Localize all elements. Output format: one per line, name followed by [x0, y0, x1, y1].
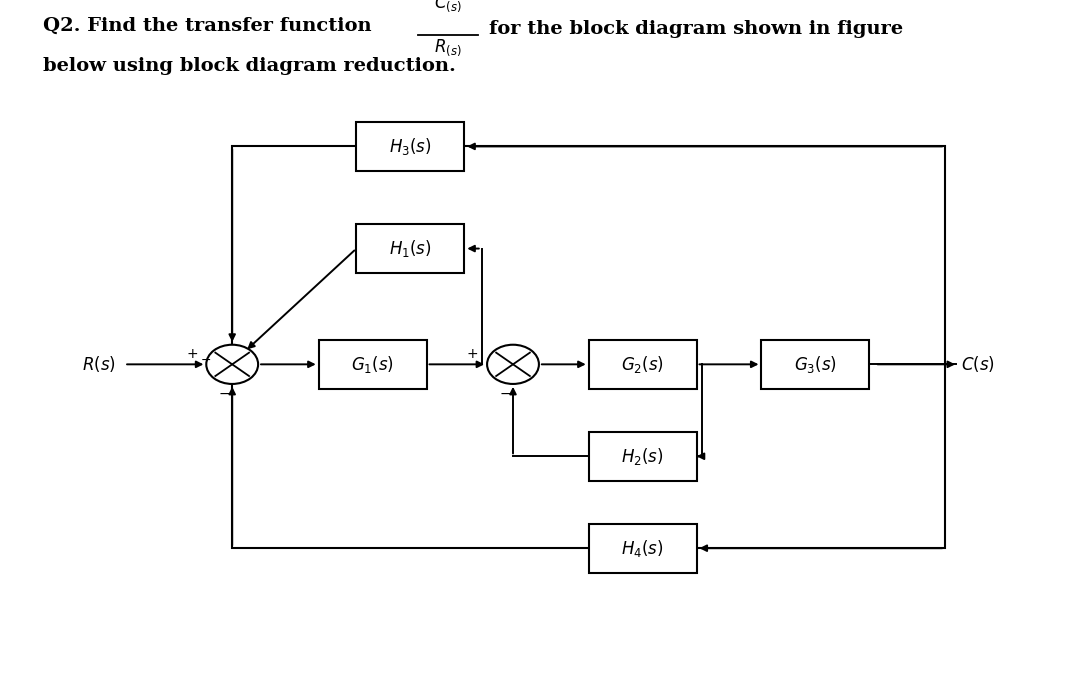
FancyBboxPatch shape	[589, 524, 697, 573]
FancyBboxPatch shape	[356, 122, 464, 171]
Text: $H_1(s)$: $H_1(s)$	[389, 238, 432, 259]
Text: Q2. Find the transfer function: Q2. Find the transfer function	[43, 17, 372, 35]
Text: $-$: $-$	[218, 386, 230, 400]
Text: $R_{(s)}$: $R_{(s)}$	[434, 37, 462, 58]
Ellipse shape	[487, 345, 539, 384]
Text: $G_3(s)$: $G_3(s)$	[794, 354, 837, 375]
Ellipse shape	[206, 345, 258, 384]
Text: $G_2(s)$: $G_2(s)$	[621, 354, 664, 375]
Text: $C(s)$: $C(s)$	[961, 354, 995, 375]
Text: $H_3(s)$: $H_3(s)$	[389, 136, 432, 157]
Text: $-$: $-$	[200, 353, 212, 366]
FancyBboxPatch shape	[589, 432, 697, 481]
Text: $C_{(s)}$: $C_{(s)}$	[434, 0, 462, 14]
Text: $H_2(s)$: $H_2(s)$	[621, 446, 664, 466]
FancyBboxPatch shape	[761, 340, 869, 389]
Text: below using block diagram reduction.: below using block diagram reduction.	[43, 57, 456, 74]
Text: $G_1(s)$: $G_1(s)$	[351, 354, 394, 375]
Text: $R(s)$: $R(s)$	[82, 354, 116, 375]
Text: $-$: $-$	[499, 386, 511, 400]
FancyBboxPatch shape	[589, 340, 697, 389]
Text: $H_4(s)$: $H_4(s)$	[621, 538, 664, 558]
Text: $+$: $+$	[186, 347, 198, 361]
FancyBboxPatch shape	[356, 224, 464, 273]
FancyBboxPatch shape	[319, 340, 427, 389]
Text: for the block diagram shown in figure: for the block diagram shown in figure	[489, 20, 903, 38]
Text: $+$: $+$	[467, 347, 478, 361]
